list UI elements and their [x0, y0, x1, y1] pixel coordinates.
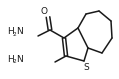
Text: H: H — [7, 55, 14, 64]
Text: H: H — [7, 27, 14, 36]
Text: N: N — [16, 55, 23, 64]
Text: 2: 2 — [12, 59, 16, 64]
Text: N: N — [16, 27, 23, 36]
Text: O: O — [40, 8, 47, 17]
Text: S: S — [83, 64, 89, 73]
Text: 2: 2 — [12, 32, 16, 37]
